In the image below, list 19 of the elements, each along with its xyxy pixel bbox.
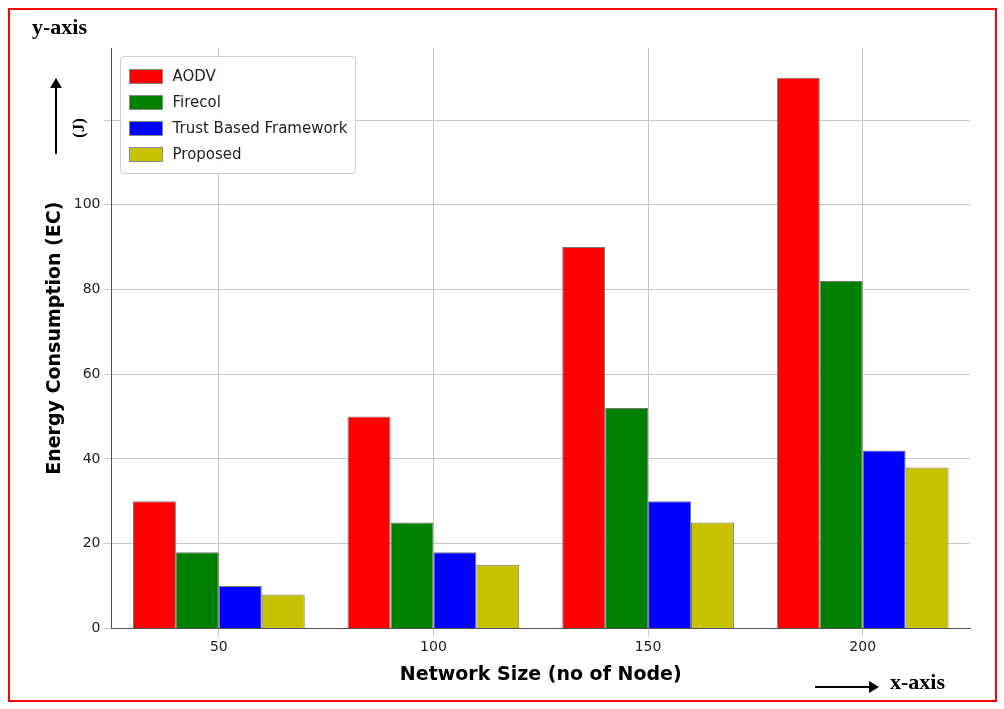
- y-axis-title: Energy Consumption (EC): [42, 201, 65, 475]
- y-tick-label: 0: [91, 619, 101, 636]
- legend-label: Firecol: [172, 92, 221, 113]
- text: y-axis: [32, 14, 87, 40]
- legend-label: Proposed: [172, 144, 242, 165]
- x-tick-label: 100: [420, 638, 447, 655]
- y-tick-label: 100: [73, 195, 101, 212]
- x-tick-label: 150: [634, 638, 662, 655]
- legend-label: AODV: [172, 66, 216, 87]
- y-tick-label: 20: [82, 534, 101, 551]
- text: (J): [68, 118, 88, 138]
- legend-label: Trust Based Framework: [172, 118, 348, 139]
- y-tick-label: 60: [82, 364, 101, 381]
- text: x-axis: [890, 669, 945, 695]
- y-tick-label: 80: [82, 280, 101, 297]
- y-tick-label: 40: [82, 449, 101, 466]
- x-tick-label: 50: [209, 638, 228, 655]
- x-tick-label: 200: [849, 638, 877, 655]
- x-axis-title: Network Size (no of Node): [399, 661, 682, 684]
